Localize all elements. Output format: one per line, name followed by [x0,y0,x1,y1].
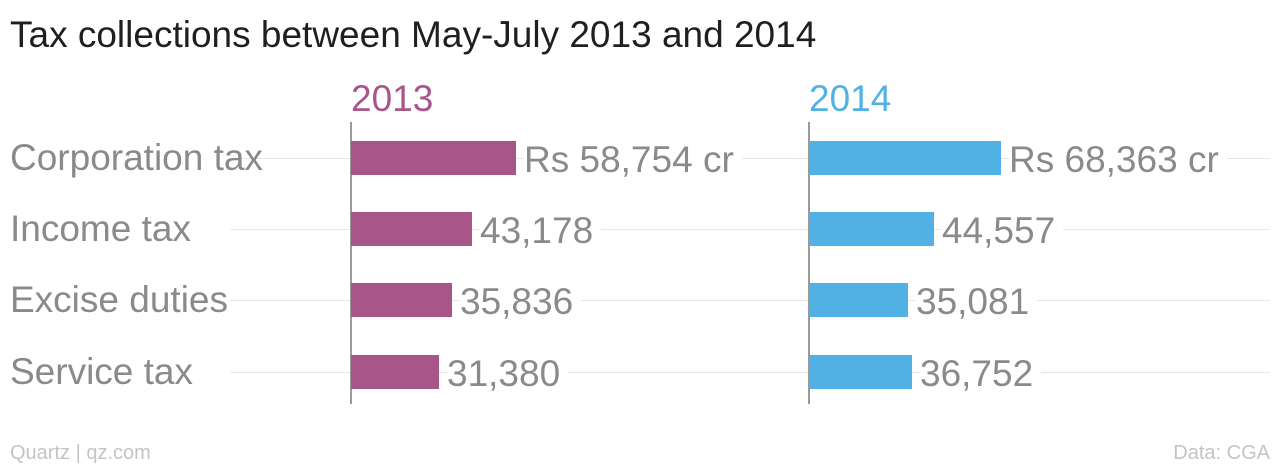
chart-title: Tax collections between May-July 2013 an… [10,14,817,55]
value-label-2013-income-tax: 43,178 [480,209,602,253]
value-label-2014-service-tax: 36,752 [920,352,1042,396]
data-source: Data: CGA [1173,442,1270,464]
bar-2014-service-tax [809,355,912,389]
value-label-2013-corporation-tax: Rs 58,754 cr [524,138,742,182]
value-label-2014-corporation-tax: Rs 68,363 cr [1009,138,1227,182]
panel-axis-2013 [350,122,352,404]
source-credit: Quartz | qz.com [10,442,151,464]
bar-2014-corporation-tax [809,141,1001,175]
value-label-2013-service-tax: 31,380 [447,352,569,396]
bar-2013-corporation-tax [351,141,516,175]
panel-axis-2014 [808,122,810,404]
category-label-income-tax: Income tax [10,208,191,249]
bar-2013-income-tax [351,212,472,246]
category-label-service-tax: Service tax [10,351,194,392]
panel-header-2013: 2013 [351,78,434,119]
value-label-2014-income-tax: 44,557 [942,209,1064,253]
category-label-excise-duties: Excise duties [10,279,228,320]
bar-2013-service-tax [351,355,439,389]
bar-2014-excise-duties [809,283,908,317]
value-label-2013-excise-duties: 35,836 [460,280,582,324]
bar-2014-income-tax [809,212,934,246]
value-label-2014-excise-duties: 35,081 [916,280,1038,324]
category-label-corporation-tax: Corporation tax [10,137,263,178]
bar-2013-excise-duties [351,283,452,317]
panel-header-2014: 2014 [809,78,892,119]
